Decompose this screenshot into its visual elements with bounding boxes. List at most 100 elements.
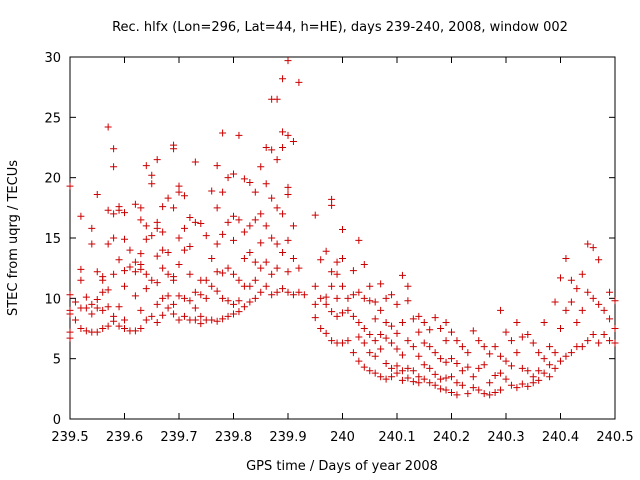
data-point [121,325,128,332]
data-point [257,210,265,218]
data-point [469,373,477,381]
data-point [175,188,183,196]
data-point [513,349,521,357]
data-point [262,258,270,266]
data-point [110,163,118,171]
data-point [524,331,532,339]
data-point [546,361,554,369]
data-point [551,364,559,372]
data-point [562,255,570,263]
data-point [121,267,128,275]
data-point [311,300,319,308]
data-point [268,291,276,299]
data-point [246,178,254,186]
data-point [202,276,210,284]
data-point [535,376,543,384]
data-point [448,388,455,396]
y-tick-label: 20 [44,172,61,187]
data-point [170,310,178,318]
data-point [208,316,216,324]
data-point [142,316,150,324]
data-point [458,381,466,389]
data-point [502,375,510,383]
data-point [398,367,406,375]
data-point [322,247,330,255]
data-point [257,264,265,272]
data-point [328,195,336,203]
data-point [164,304,172,312]
x-tick-label: 239.9 [269,430,306,445]
data-point [464,363,472,371]
data-point [224,174,232,182]
data-point [88,300,96,308]
data-point [66,291,74,299]
data-point [295,288,303,296]
data-point [230,310,237,318]
data-point [551,349,559,357]
data-point [142,270,150,278]
data-point [66,310,74,318]
data-point [404,337,412,345]
data-point [110,210,118,218]
data-point [398,376,406,384]
data-point [497,352,505,360]
data-point [377,345,385,353]
data-point [606,315,614,323]
x-axis-label: GPS time / Days of year 2008 [246,459,438,474]
data-point [475,337,483,345]
data-point [567,298,575,306]
data-point [153,252,161,260]
data-point [546,343,554,351]
data-point [584,240,592,248]
data-point [333,294,341,302]
data-point [366,297,374,305]
data-point [529,379,537,387]
data-point [251,276,259,284]
data-point [448,373,455,381]
data-point [344,294,352,302]
data-point [398,351,406,359]
data-point [186,270,194,278]
data-point [213,240,221,248]
data-point [311,314,319,322]
data-point [66,334,74,342]
data-point [279,128,287,136]
data-point [235,297,243,305]
data-point [322,300,330,308]
data-point [366,349,374,357]
y-tick-label: 25 [44,111,61,126]
y-tick-label: 0 [53,413,61,428]
data-point [535,367,543,375]
data-point [442,386,450,394]
data-point [595,339,603,347]
data-point [99,288,107,296]
data-point [355,318,363,326]
data-point [93,268,101,276]
data-point [437,355,445,363]
data-point [257,163,265,171]
data-point [458,343,466,351]
data-point [311,282,319,290]
y-tick-label: 15 [44,232,61,247]
data-point [170,145,178,153]
data-point [279,210,287,218]
data-point [82,327,90,335]
data-point [230,300,237,308]
data-point [393,369,401,377]
data-point [442,374,450,382]
data-point [137,325,145,332]
data-point [398,318,406,326]
data-point [251,294,259,302]
data-point [491,372,499,380]
data-point [578,270,586,278]
data-point [121,235,128,243]
data-point [131,327,139,335]
data-point [595,300,603,308]
data-point [186,297,194,305]
data-point [197,291,205,299]
data-point [573,285,581,293]
data-point [360,339,368,347]
data-point [159,264,167,272]
data-point [191,288,199,296]
